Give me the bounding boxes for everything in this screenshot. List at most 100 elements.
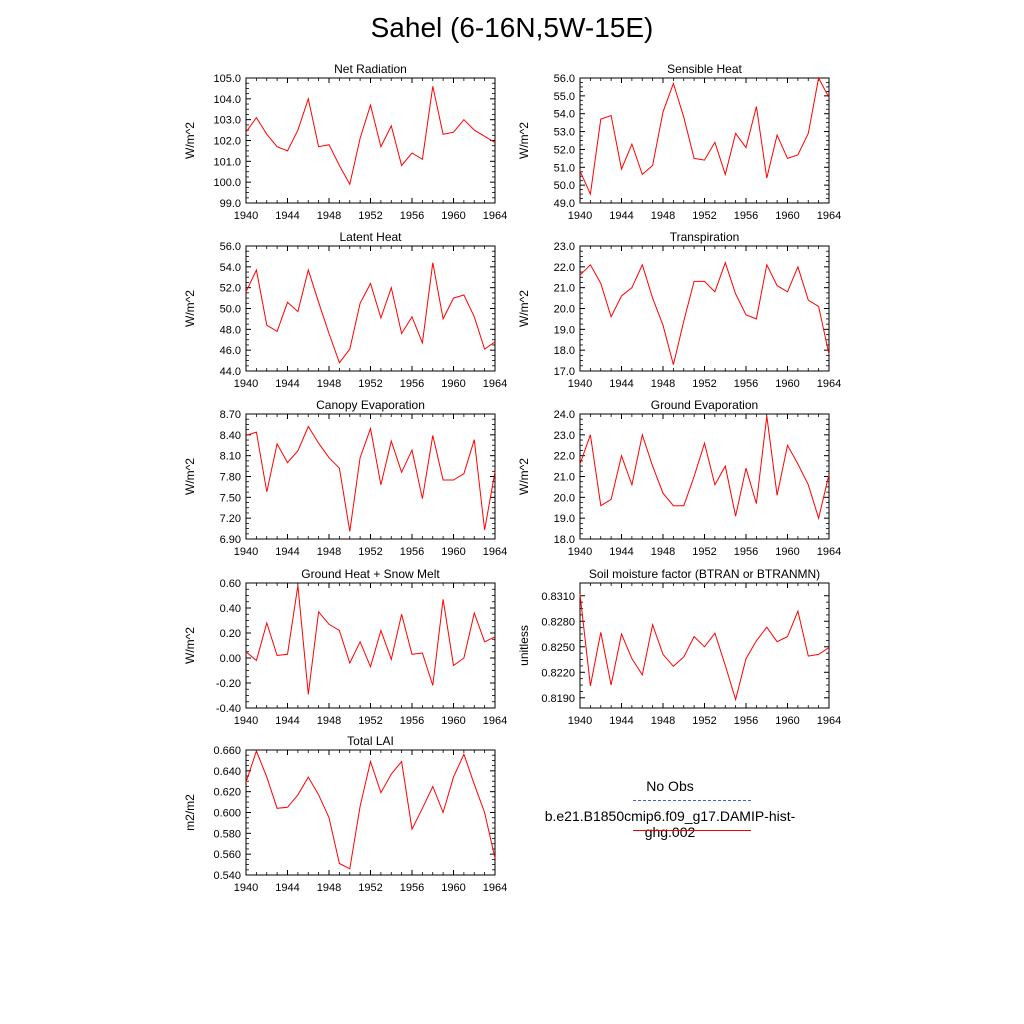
panel-7-xtick-label: 1940 <box>234 715 258 727</box>
panel-1-ytick-label: 103.0 <box>213 115 241 127</box>
panel-9-xtick-label: 1964 <box>483 882 507 894</box>
panel-4-ytick-label: 17.0 <box>554 366 575 378</box>
panel-4-ylabel: W/m^2 <box>517 290 531 327</box>
panel-2-title: Sensible Heat <box>667 62 742 76</box>
panel-4-ytick-label: 18.0 <box>554 345 575 357</box>
panel-6-xtick-label: 1940 <box>568 546 592 558</box>
panel-2-xtick-label: 1964 <box>817 210 841 222</box>
panel-6-series-line <box>579 416 830 521</box>
panel-2-ytick-label: 55.0 <box>554 91 575 103</box>
panel-4-ytick-label: 22.0 <box>554 262 575 274</box>
panel-8-xtick-label: 1948 <box>651 715 675 727</box>
panel-9-xtick-label: 1960 <box>441 882 465 894</box>
panel-4-xtick-label: 1956 <box>734 378 758 390</box>
panel-3-ytick-label: 46.0 <box>220 345 241 357</box>
panel-5-ytick-label: 7.80 <box>220 472 241 484</box>
panel-1-xtick-label: 1948 <box>317 210 341 222</box>
panel-7-xtick-label: 1948 <box>317 715 341 727</box>
panel-8-ytick-label: 0.8220 <box>541 667 575 679</box>
legend-obs-line <box>633 800 751 801</box>
panel-3-xtick-label: 1952 <box>358 378 382 390</box>
panel-4-xtick-label: 1952 <box>692 378 716 390</box>
panel-8-title: Soil moisture factor (BTRAN or BTRANMN) <box>589 567 820 581</box>
panel-6-xtick-label: 1956 <box>734 546 758 558</box>
panel-6-ytick-label: 24.0 <box>554 409 575 421</box>
panel-3-xtick-label: 1948 <box>317 378 341 390</box>
legend-obs-label: No Obs <box>646 778 694 794</box>
panel-6-xtick-label: 1960 <box>775 546 799 558</box>
panel-7-ytick-label: 0.40 <box>220 603 241 615</box>
panel-1-ytick-label: 101.0 <box>213 156 241 168</box>
panel-1-ytick-label: 104.0 <box>213 94 241 106</box>
panel-3-ytick-label: 50.0 <box>220 304 241 316</box>
panel-2-ytick-label: 54.0 <box>554 109 575 121</box>
panel-8-frame <box>579 582 830 709</box>
panel-8-xtick-label: 1944 <box>609 715 633 727</box>
panel-9-xtick-label: 1940 <box>234 882 258 894</box>
panel-3-ytick-label: 52.0 <box>220 283 241 295</box>
panel-8-ytick-label: 0.8280 <box>541 616 575 628</box>
panel-6-ytick-label: 19.0 <box>554 513 575 525</box>
panel-5-xtick-label: 1944 <box>275 546 299 558</box>
panel-1-title: Net Radiation <box>334 62 407 76</box>
panel-5-ytick-label: 8.40 <box>220 430 241 442</box>
panel-1-xtick-label: 1960 <box>441 210 465 222</box>
panel-9-ytick-label: 0.660 <box>213 745 241 757</box>
panel-5-ytick-label: 8.70 <box>220 409 241 421</box>
panel-9-xtick-label: 1944 <box>275 882 299 894</box>
panel-5-ytick-label: 7.20 <box>220 513 241 525</box>
panel-5-xtick-label: 1964 <box>483 546 507 558</box>
panel-7-ylabel: W/m^2 <box>183 627 197 664</box>
panel-1-ytick-label: 105.0 <box>213 73 241 85</box>
panel-6-ytick-label: 21.0 <box>554 472 575 484</box>
panel-2-ytick-label: 50.0 <box>554 180 575 192</box>
panel-5-xtick-label: 1948 <box>317 546 341 558</box>
panel-1-frame <box>245 77 496 204</box>
panel-6-xtick-label: 1964 <box>817 546 841 558</box>
panel-5-xtick-label: 1952 <box>358 546 382 558</box>
panel-6-title: Ground Evaporation <box>651 398 758 412</box>
panel-9-series-line <box>245 749 496 870</box>
panel-7-xtick-label: 1960 <box>441 715 465 727</box>
panel-1-ytick-label: 100.0 <box>213 177 241 189</box>
panel-8-xtick-label: 1952 <box>692 715 716 727</box>
panel-3-xtick-label: 1960 <box>441 378 465 390</box>
panel-6-xtick-label: 1944 <box>609 546 633 558</box>
page-title: Sahel (6-16N,5W-15E) <box>370 12 654 43</box>
panel-7-title: Ground Heat + Snow Melt <box>301 567 440 581</box>
panel-3-ytick-label: 44.0 <box>220 366 241 378</box>
panel-6-ytick-label: 22.0 <box>554 451 575 463</box>
panel-5-xtick-label: 1940 <box>234 546 258 558</box>
panel-4-title: Transpiration <box>670 230 740 244</box>
panel-1-xtick-label: 1964 <box>483 210 507 222</box>
panel-1-ytick-label: 102.0 <box>213 136 241 148</box>
panel-4-xtick-label: 1960 <box>775 378 799 390</box>
panel-8-xtick-label: 1940 <box>568 715 592 727</box>
panel-9-xtick-label: 1952 <box>358 882 382 894</box>
panel-2-series-line <box>579 76 830 196</box>
panel-8-series-line <box>579 594 830 702</box>
panel-5-ytick-label: 6.90 <box>220 534 241 546</box>
panel-1-xtick-label: 1952 <box>358 210 382 222</box>
panel-4-xtick-label: 1964 <box>817 378 841 390</box>
panel-6-ytick-label: 23.0 <box>554 430 575 442</box>
panel-6-ylabel: W/m^2 <box>517 458 531 495</box>
panel-7-xtick-label: 1956 <box>400 715 424 727</box>
panel-9-ytick-label: 0.620 <box>213 787 241 799</box>
panel-7-xtick-label: 1944 <box>275 715 299 727</box>
panel-3-series-line <box>245 262 496 364</box>
panel-2-ytick-label: 56.0 <box>554 73 575 85</box>
panel-9-ylabel: m2/m2 <box>183 794 197 831</box>
panel-8-xtick-label: 1956 <box>734 715 758 727</box>
panel-1-xtick-label: 1940 <box>234 210 258 222</box>
panel-2-xtick-label: 1948 <box>651 210 675 222</box>
panel-2-ytick-label: 52.0 <box>554 144 575 156</box>
panel-9-ytick-label: 0.560 <box>213 849 241 861</box>
panel-3-xtick-label: 1944 <box>275 378 299 390</box>
panel-7-xtick-label: 1952 <box>358 715 382 727</box>
panel-2-ytick-label: 51.0 <box>554 162 575 174</box>
panel-8-xtick-label: 1964 <box>817 715 841 727</box>
panel-9-ytick-label: 0.600 <box>213 808 241 820</box>
panel-2-frame <box>579 77 830 204</box>
panel-3-ytick-label: 48.0 <box>220 324 241 336</box>
